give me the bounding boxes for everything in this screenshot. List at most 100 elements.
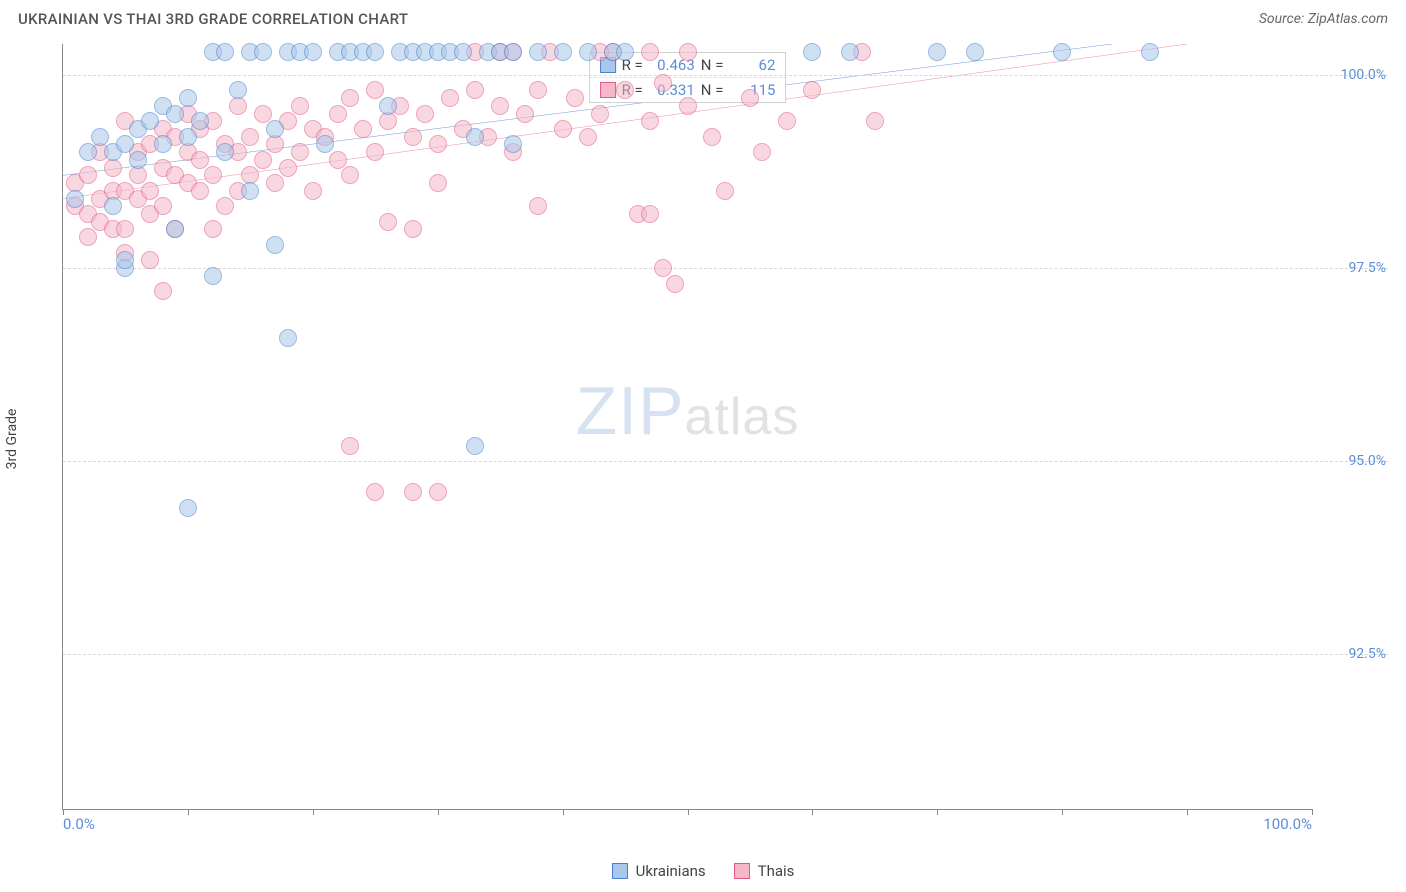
scatter-point (466, 437, 484, 455)
gridline (63, 75, 1388, 76)
scatter-point (179, 499, 197, 517)
scatter-point (654, 259, 672, 277)
scatter-point (279, 329, 297, 347)
y-tick-label: 95.0% (1348, 453, 1386, 469)
scatter-point (229, 97, 247, 115)
x-tick (937, 809, 938, 815)
scatter-point (116, 220, 134, 238)
scatter-point (204, 267, 222, 285)
scatter-point (91, 128, 109, 146)
scatter-point (279, 159, 297, 177)
scatter-point (404, 220, 422, 238)
scatter-point (866, 112, 884, 130)
scatter-point (66, 190, 84, 208)
y-axis-label: 3rd Grade (4, 409, 20, 470)
scatter-point (316, 135, 334, 153)
x-tick (63, 809, 64, 815)
scatter-point (429, 483, 447, 501)
scatter-point (379, 112, 397, 130)
scatter-point (516, 105, 534, 123)
scatter-point (579, 43, 597, 61)
scatter-point (429, 174, 447, 192)
scatter-point (803, 81, 821, 99)
scatter-point (616, 43, 634, 61)
scatter-point (191, 182, 209, 200)
n-label: N = (701, 81, 724, 99)
scatter-point (928, 43, 946, 61)
scatter-point (504, 43, 522, 61)
legend-label-a: Ukrainians (636, 862, 706, 880)
gridline (63, 461, 1388, 462)
legend-label-b: Thais (758, 862, 795, 880)
scatter-point (379, 213, 397, 231)
scatter-point (366, 81, 384, 99)
scatter-point (254, 151, 272, 169)
n-label: N = (701, 56, 724, 74)
chart-container: 3rd Grade ZIPatlas R = 0.463 N = 62 R = … (18, 44, 1388, 834)
scatter-point (366, 143, 384, 161)
scatter-point (504, 135, 522, 153)
scatter-point (241, 128, 259, 146)
scatter-point (191, 151, 209, 169)
scatter-point (191, 112, 209, 130)
scatter-point (641, 112, 659, 130)
scatter-point (354, 120, 372, 138)
scatter-point (778, 112, 796, 130)
x-tick (188, 809, 189, 815)
scatter-point (329, 105, 347, 123)
scatter-point (216, 197, 234, 215)
scatter-point (529, 43, 547, 61)
x-tick (438, 809, 439, 815)
scatter-point (154, 197, 172, 215)
scatter-point (129, 151, 147, 169)
scatter-point (179, 89, 197, 107)
swatch-b-icon (600, 82, 616, 98)
scatter-point (104, 197, 122, 215)
scatter-point (79, 228, 97, 246)
watermark: ZIPatlas (576, 372, 800, 450)
scatter-point (341, 437, 359, 455)
swatch-a-icon (612, 863, 628, 879)
scatter-point (116, 135, 134, 153)
scatter-point (641, 205, 659, 223)
scatter-point (241, 182, 259, 200)
scatter-point (491, 97, 509, 115)
scatter-point (341, 89, 359, 107)
scatter-point (129, 166, 147, 184)
watermark-zip: ZIP (576, 373, 685, 449)
scatter-point (466, 81, 484, 99)
scatter-point (379, 97, 397, 115)
scatter-point (554, 43, 572, 61)
scatter-point (79, 166, 97, 184)
scatter-point (554, 120, 572, 138)
source-label: Source: ZipAtlas.com (1259, 11, 1388, 27)
scatter-point (266, 174, 284, 192)
y-tick-label: 97.5% (1348, 260, 1386, 276)
gridline (63, 268, 1388, 269)
scatter-point (703, 128, 721, 146)
scatter-point (841, 43, 859, 61)
scatter-point (679, 43, 697, 61)
scatter-point (616, 81, 634, 99)
scatter-point (166, 220, 184, 238)
plot-area: ZIPatlas R = 0.463 N = 62 R = 0.331 N = … (62, 44, 1312, 810)
scatter-point (529, 81, 547, 99)
scatter-point (466, 128, 484, 146)
scatter-point (416, 105, 434, 123)
swatch-b-icon (734, 863, 750, 879)
scatter-point (166, 105, 184, 123)
scatter-point (216, 143, 234, 161)
scatter-point (641, 43, 659, 61)
scatter-point (179, 128, 197, 146)
scatter-point (1141, 43, 1159, 61)
scatter-point (404, 128, 422, 146)
gridline (63, 654, 1388, 655)
scatter-point (366, 483, 384, 501)
scatter-point (104, 159, 122, 177)
legend-item-thais: Thais (734, 862, 795, 880)
x-tick (812, 809, 813, 815)
x-tick (313, 809, 314, 815)
x-axis-min-label: 0.0% (63, 815, 95, 833)
scatter-point (229, 81, 247, 99)
scatter-point (304, 182, 322, 200)
